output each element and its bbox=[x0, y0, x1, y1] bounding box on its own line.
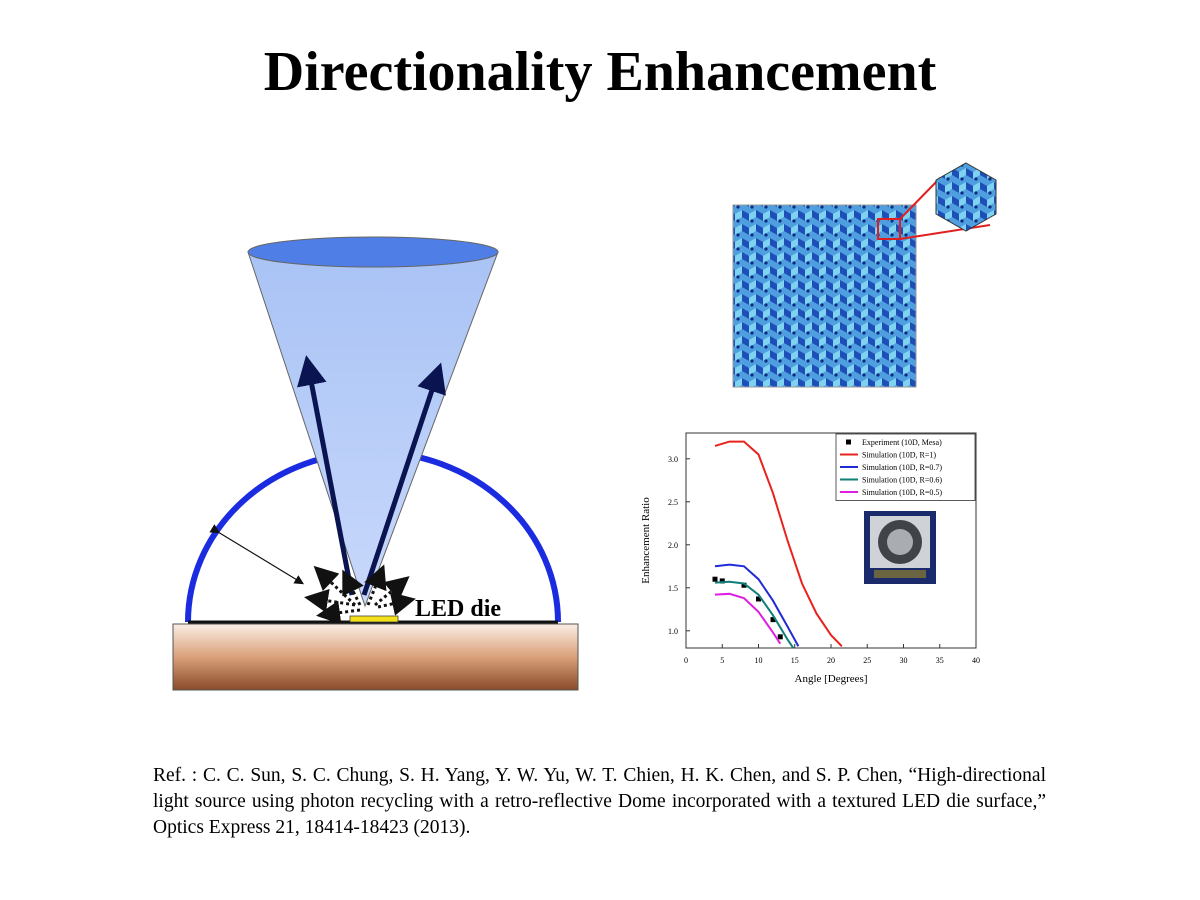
diagram-label: LED die bbox=[415, 596, 501, 622]
data-point bbox=[770, 617, 776, 623]
series-line bbox=[714, 580, 795, 648]
data-point bbox=[741, 582, 747, 588]
legend-label: Simulation (10D, R=0.7) bbox=[862, 463, 942, 472]
legend-box bbox=[835, 433, 976, 501]
inset-photo bbox=[864, 511, 936, 584]
led-diagram: LED die bbox=[172, 236, 579, 691]
x-axis-label: Angle [Degrees] bbox=[795, 673, 868, 685]
legend-swatch bbox=[846, 439, 851, 445]
series-line bbox=[714, 592, 782, 645]
y-tick-label: 3.0 bbox=[668, 455, 678, 464]
texture-image bbox=[732, 162, 997, 388]
x-tick-label: 30 bbox=[900, 656, 908, 665]
x-tick-label: 40 bbox=[972, 656, 980, 665]
x-tick-label: 5 bbox=[720, 656, 724, 665]
x-tick-label: 20 bbox=[827, 656, 835, 665]
legend-label: Experiment (10D, Mesa) bbox=[862, 438, 942, 447]
chart: 0 5 10 15 20 25 30 35 40 1.0 1.5 2.0 2.5 3.0 Angle [De… bbox=[640, 432, 980, 685]
x-tick-label: 35 bbox=[936, 656, 944, 665]
series-line bbox=[714, 563, 800, 647]
x-tick-label: 0 bbox=[684, 656, 688, 665]
y-tick-label: 1.0 bbox=[668, 627, 678, 636]
data-point bbox=[756, 596, 761, 602]
data-point bbox=[719, 578, 725, 584]
reference: Ref. : C. C. Sun, S. C. Chung, S. H. Yan… bbox=[153, 765, 1046, 838]
series-line bbox=[714, 440, 843, 647]
plot-area bbox=[712, 440, 843, 648]
legend-label: Simulation (10D, R=1) bbox=[862, 451, 936, 460]
slide-title: Directionality Enhancement bbox=[263, 41, 937, 103]
x-tick-label: 15 bbox=[791, 656, 799, 665]
legend-label: Simulation (10D, R=0.6) bbox=[862, 476, 942, 485]
x-tick-label: 25 bbox=[863, 656, 871, 665]
legend-label: Simulation (10D, R=0.5) bbox=[862, 488, 942, 497]
y-tick-label: 2.5 bbox=[668, 498, 678, 507]
data-point bbox=[712, 576, 718, 582]
x-tick-label: 10 bbox=[755, 656, 763, 665]
data-point bbox=[777, 634, 783, 640]
y-tick-label: 2.0 bbox=[668, 541, 678, 550]
y-tick-label: 1.5 bbox=[668, 584, 678, 593]
y-axis-label: Enhancement Ratio bbox=[640, 497, 652, 584]
